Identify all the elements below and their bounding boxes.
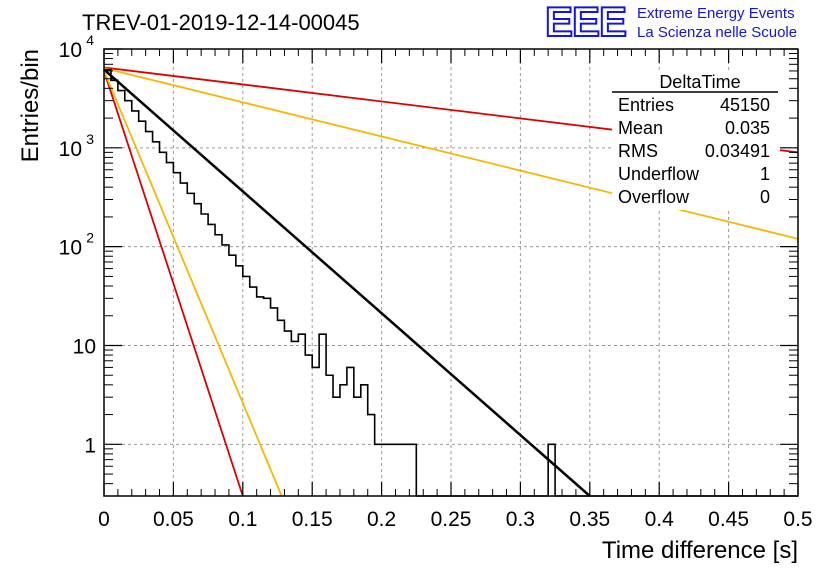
stats-row-value: 45150 bbox=[720, 95, 770, 115]
x-tick-label: 0.35 bbox=[569, 508, 610, 531]
stats-box-title: DeltaTime bbox=[659, 72, 740, 92]
x-tick-label: 0 bbox=[98, 508, 110, 531]
stats-row-label: RMS bbox=[618, 141, 658, 161]
chart-title: TREV-01-2019-12-14-00045 bbox=[82, 10, 360, 35]
x-tick-label: 0.5 bbox=[783, 508, 812, 531]
stats-row-value: 0 bbox=[760, 187, 770, 207]
stats-row-label: Overflow bbox=[618, 187, 690, 207]
y-tick-label: 10 bbox=[59, 237, 82, 260]
x-tick-label: 0.25 bbox=[431, 508, 472, 531]
stats-row-value: 1 bbox=[760, 164, 770, 184]
x-tick-label: 0.45 bbox=[708, 508, 749, 531]
y-tick-exponent: 4 bbox=[86, 32, 94, 48]
axis-ticks bbox=[103, 48, 799, 497]
y-tick-label: 10 bbox=[73, 335, 96, 358]
logo-mark: EEE bbox=[544, 0, 628, 45]
stats-row-label: Underflow bbox=[618, 164, 700, 184]
eee-logo: EEE Extreme Energy Events La Scienza nel… bbox=[544, 0, 835, 46]
y-tick-label: 1 bbox=[84, 434, 96, 457]
stats-row-value: 0.035 bbox=[725, 118, 770, 138]
x-tick-label: 0.1 bbox=[228, 508, 257, 531]
stats-rows: Entries 45150 Mean 0.035 RMS 0.03491Underflow… bbox=[618, 95, 770, 207]
logo-line-1: Extreme Energy Events bbox=[637, 5, 795, 22]
x-tick-label: 0.05 bbox=[153, 508, 194, 531]
y-tick-label: 10 bbox=[59, 39, 82, 62]
y-tick-label: 10 bbox=[59, 138, 82, 161]
reference-curve-2 bbox=[103, 67, 799, 240]
x-axis-title: Time difference [s] bbox=[602, 537, 798, 564]
fit-curve-black bbox=[103, 68, 591, 497]
logo-line-2: La Scienza nelle Scuole bbox=[637, 24, 798, 41]
reference-curve-4 bbox=[103, 70, 283, 497]
stats-row-label: Entries bbox=[618, 95, 674, 115]
stats-row-label: Mean bbox=[618, 118, 663, 138]
x-tick-label: 0.3 bbox=[506, 508, 535, 531]
y-tick-exponent: 2 bbox=[86, 230, 94, 246]
x-tick-label: 0.15 bbox=[292, 508, 333, 531]
stats-box: DeltaTime Entries 45150 Mean 0.035 RMS 0.0349… bbox=[612, 70, 780, 210]
y-axis-title: Entries/bin bbox=[17, 49, 44, 162]
stats-box-background bbox=[612, 70, 780, 210]
x-tick-labels: 0 0.05 0.1 0.15 0.2 0.25 0.3 0.35 0.4 0.45 0.5 bbox=[98, 508, 812, 531]
stats-row-value: 0.03491 bbox=[705, 141, 770, 161]
x-tick-label: 0.2 bbox=[367, 508, 396, 531]
y-tick-exponent: 3 bbox=[86, 131, 94, 147]
reference-curve-3 bbox=[103, 70, 244, 497]
x-tick-label: 0.4 bbox=[645, 508, 675, 531]
